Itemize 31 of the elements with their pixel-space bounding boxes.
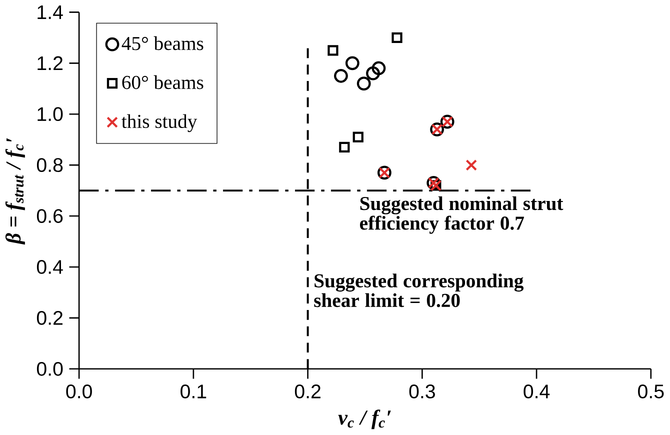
point	[366, 66, 380, 81]
point	[466, 160, 478, 171]
y-tick-label: 0.4	[36, 260, 63, 274]
x-tick-label: 0.5	[638, 384, 664, 399]
point	[334, 69, 348, 84]
legend-label: 45° beams	[122, 36, 204, 50]
legend-label: this study	[122, 114, 198, 132]
point	[392, 32, 402, 44]
x-tick-label: 0.4	[524, 384, 550, 399]
point	[352, 132, 364, 143]
point	[339, 142, 350, 153]
x-axis-title: v$_{c}$ / f$_{c}$′	[338, 410, 391, 430]
point	[345, 56, 360, 70]
x-tick-label: 0.1	[180, 384, 206, 399]
y-tick-label: 1.4	[38, 6, 63, 20]
y-tick-label: 0.8	[36, 158, 63, 172]
point	[328, 45, 338, 56]
y-tick-label: 0.0	[36, 362, 63, 376]
ref-line-label: Suggested corresponding shear limit = 0.20	[314, 274, 524, 308]
y-tick-label: 0.2	[36, 311, 62, 326]
y-tick-label: 1.2	[38, 56, 62, 70]
x-tick-label: 0.0	[66, 384, 92, 399]
legend-label: 60° beams	[122, 76, 204, 90]
y-tick-label: 1.0	[38, 107, 63, 122]
y-axis-title: β = f$_{strut}$ / f$_{c}$′	[5, 138, 25, 245]
point	[372, 62, 386, 76]
x-tick-label: 0.2	[294, 384, 320, 399]
ref-line-label: Suggested nominal strut efficiency factor 0.7	[360, 196, 564, 234]
x-tick-label: 0.3	[409, 384, 435, 399]
point	[356, 76, 371, 91]
y-tick-label: 0.6	[36, 209, 63, 224]
